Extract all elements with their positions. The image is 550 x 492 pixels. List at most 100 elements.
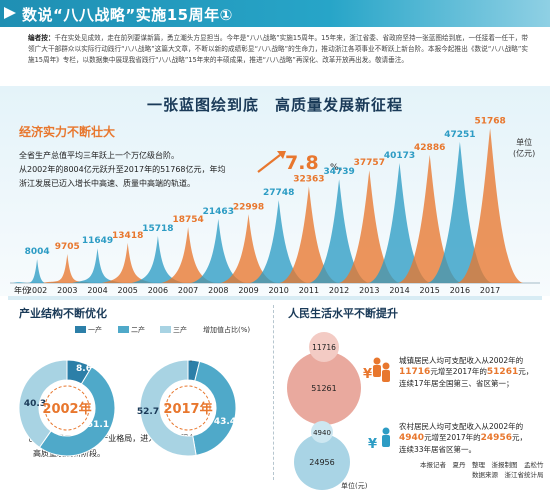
gdp-year-label-2007: 2007: [178, 286, 198, 295]
rural-yen-icon: ¥: [368, 437, 377, 452]
gdp-year-label-2005: 2005: [118, 286, 138, 295]
rural-income-text: 农村居民人均可支配收入从2002年的 4940元增至2017年的24956元， …: [399, 421, 527, 455]
donut-2002-slice-二产: [38, 366, 116, 457]
gdp-spike-2002: [13, 259, 62, 283]
gdp-value-label-2011: 32363: [293, 174, 324, 184]
gdp-spike-2012: [309, 179, 370, 283]
rural-2017-highlight: 24956: [480, 433, 512, 443]
gdp-value-label-2016: 47251: [444, 130, 475, 140]
urban-line2-post: 元，: [518, 367, 534, 376]
rural-person-icon-head: [382, 427, 390, 435]
legend-unit: 增加值占比(%): [203, 326, 251, 334]
income-unit-label: 单位(元): [341, 482, 368, 490]
gdp-spike-2015: [397, 154, 462, 283]
gdp-unit-label-line1: 单位: [516, 138, 533, 147]
gdp-value-label-2010: 27748: [263, 188, 294, 198]
gdp-year-label-2011: 2011: [299, 286, 319, 295]
legend-swatch-primary: [75, 326, 86, 333]
urban-line1: 城镇居民人均可支配收入从2002年的: [399, 356, 524, 365]
legend-label-secondary: 二产: [131, 326, 145, 334]
gdp-spike-2017: [457, 128, 524, 283]
gdp-year-label-2004: 2004: [87, 286, 107, 295]
rural-line2-mid: 元增至2017年的: [424, 433, 481, 442]
gdp-spike-2007: [161, 226, 216, 283]
gdp-value-label-2006: 15718: [142, 224, 173, 234]
gdp-year-label-2008: 2008: [208, 286, 228, 295]
donut-2002-slice-三产: [18, 359, 68, 449]
gdp-spike-2014: [368, 162, 431, 283]
structure-section-title: 产业结构不断优化: [19, 307, 107, 320]
gdp-value-label-2009: 22998: [233, 202, 264, 212]
rural-2002-bubble-value: 4940: [313, 429, 331, 437]
rural-line2-post: 元，: [511, 433, 527, 442]
editor-note-text: 千在实处见成效，走在前列要谋新篇，勇立潮头方显担当。今年是“八八战略”实施15周…: [28, 34, 528, 64]
growth-arrow-icon: [277, 151, 286, 159]
gdp-xaxis-title: 年份: [14, 285, 30, 295]
gdp-value-label-2017: 51768: [474, 116, 505, 126]
gdp-year-label-2002: 2002: [27, 286, 47, 295]
gdp-value-label-2014: 40173: [384, 151, 415, 161]
gdp-unit-label: 单位 (亿元): [513, 137, 535, 159]
gdp-value-label-2008: 21463: [203, 207, 234, 217]
gdp-spike-2003: [42, 254, 92, 283]
urban-line2-mid: 元增至2017年的: [430, 367, 487, 376]
section-divider: [273, 305, 274, 480]
urban-child-icon-body: [382, 370, 390, 382]
gdp-spike-2009: [220, 214, 277, 283]
growth-rate-suffix: %。: [330, 163, 348, 173]
donut-2017-center-ring: [165, 385, 211, 431]
rural-2017-bubble-circle: [294, 434, 350, 490]
main-title: 一张蓝图绘到底 高质量发展新征程: [146, 96, 403, 114]
gdp-year-label-2013: 2013: [359, 286, 379, 295]
gdp-year-label-2015: 2015: [420, 286, 440, 295]
gdp-value-label-2012: 34739: [323, 167, 354, 177]
living-section-title: 人民生活水平不断提升: [288, 307, 398, 320]
donut-2017-slice-三产: [139, 359, 197, 457]
donut-2017-center-label: 2017年: [163, 401, 212, 417]
gdp-value-label-2002: 8004: [25, 247, 50, 257]
gdp-year-label-2009: 2009: [238, 286, 258, 295]
gdp-year-label-2003: 2003: [57, 286, 77, 295]
economy-section-title: 经济实力不断壮大: [19, 125, 116, 139]
gdp-value-label-2015: 42886: [414, 143, 445, 153]
gdp-value-label-2005: 13418: [112, 231, 143, 241]
economy-line-1: 全省生产总值平均三年跃上一个万亿级台阶。: [19, 151, 179, 160]
legend-swatch-tertiary: [160, 326, 171, 333]
gdp-value-label-2013: 37757: [354, 158, 385, 168]
urban-2017-highlight: 51261: [486, 367, 519, 377]
donut-2017-value-三产: 52.7: [137, 407, 159, 417]
credit-block: 本报记者 夏丹 整理 浙报制图 孟松竹 数据来源 浙江省统计局: [420, 459, 544, 479]
urban-2002-bubble-value: 11716: [312, 343, 336, 352]
gdp-year-label-2016: 2016: [450, 286, 470, 295]
donut-2002-value-二产: 51.1: [87, 420, 109, 430]
gdp-spike-2004: [72, 248, 123, 283]
urban-yen-icon: ¥: [363, 367, 372, 382]
urban-income-text: 城镇居民人均可支配收入从2002年的 11716元增至2017年的51261元，…: [399, 355, 533, 389]
rural-2002-bubble-circle: [311, 421, 333, 443]
economy-line-3: 浙江发展已迈入增长中高速、质量中高端的轨道。: [19, 179, 195, 188]
legend-swatch-secondary: [118, 326, 129, 333]
editor-note: 编者按：千在实处见成效，走在前列要谋新篇，勇立潮头方显担当。今年是“八八战略”实…: [28, 33, 528, 66]
urban-child-icon-head: [382, 362, 390, 370]
gdp-spike-2013: [338, 170, 400, 283]
gdp-value-label-2003: 9705: [55, 242, 80, 252]
urban-2002-bubble-circle: [309, 332, 339, 362]
donut-2002-center-ring: [44, 385, 90, 431]
rural-2002-highlight: 4940: [399, 433, 425, 443]
credit-line-1: 本报记者 夏丹 整理 浙报制图 孟松竹: [420, 461, 544, 469]
urban-2017-bubble-circle: [287, 351, 361, 425]
urban-person-icon-body: [373, 365, 381, 377]
rural-line1: 农村居民人均可支配收入从2002年的: [399, 422, 524, 431]
donut-2017-value-一产: 3.9: [189, 351, 205, 361]
rural-line2: 4940元增至2017年的24956元，: [399, 432, 527, 444]
editor-note-label: 编者按：: [28, 34, 55, 42]
gdp-spike-2006: [131, 236, 185, 283]
urban-2017-bubble-value: 51261: [311, 384, 336, 393]
gdp-year-label-2017: 2017: [480, 286, 500, 295]
gdp-year-label-2010: 2010: [269, 286, 289, 295]
legend-label-tertiary: 三产: [173, 326, 187, 334]
urban-2002-highlight: 11716: [399, 367, 431, 377]
rural-person-icon-body: [382, 435, 390, 447]
